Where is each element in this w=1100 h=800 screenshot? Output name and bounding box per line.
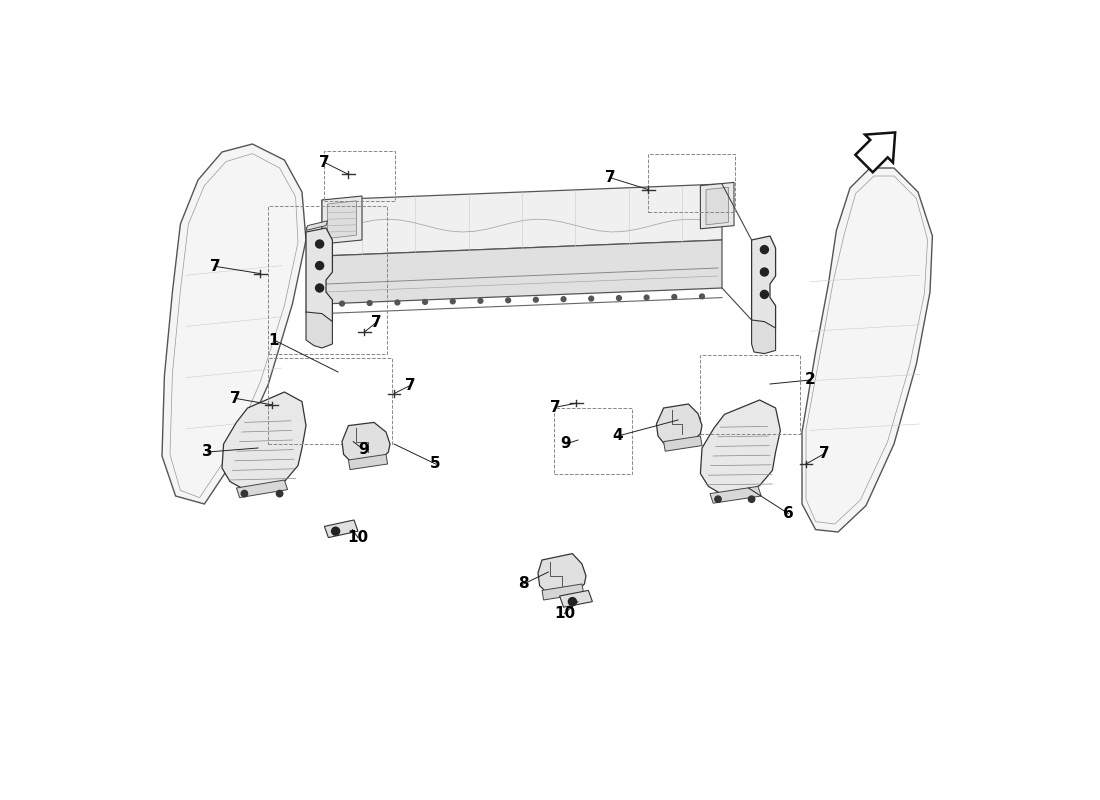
Polygon shape <box>542 584 584 600</box>
Text: 7: 7 <box>371 315 382 330</box>
Circle shape <box>316 284 323 292</box>
Polygon shape <box>342 422 390 464</box>
Bar <box>268 358 393 444</box>
Text: 7: 7 <box>230 391 241 406</box>
Circle shape <box>450 299 455 304</box>
Circle shape <box>588 296 594 301</box>
Polygon shape <box>701 182 734 229</box>
Circle shape <box>534 298 538 302</box>
Text: 7: 7 <box>405 378 416 393</box>
Polygon shape <box>162 144 306 504</box>
Text: 9: 9 <box>359 442 369 457</box>
Circle shape <box>760 246 769 254</box>
Text: 10: 10 <box>553 606 575 621</box>
Text: 7: 7 <box>820 446 829 461</box>
Polygon shape <box>222 392 306 490</box>
Circle shape <box>478 298 483 303</box>
Polygon shape <box>324 520 358 538</box>
Circle shape <box>316 240 323 248</box>
Polygon shape <box>701 400 780 494</box>
Circle shape <box>760 268 769 276</box>
Circle shape <box>422 299 428 304</box>
Circle shape <box>367 301 372 306</box>
Circle shape <box>241 490 248 497</box>
Polygon shape <box>657 404 702 446</box>
Polygon shape <box>328 201 356 238</box>
Circle shape <box>760 290 769 298</box>
Circle shape <box>569 598 576 606</box>
Polygon shape <box>856 133 895 172</box>
Text: 8: 8 <box>518 577 529 591</box>
Polygon shape <box>560 590 593 607</box>
Text: 4: 4 <box>613 429 624 443</box>
Text: 7: 7 <box>550 400 561 414</box>
Bar <box>324 151 395 201</box>
Text: 2: 2 <box>804 373 815 387</box>
Text: 1: 1 <box>268 333 279 347</box>
Polygon shape <box>322 240 722 304</box>
Polygon shape <box>306 221 328 230</box>
Circle shape <box>331 527 340 535</box>
Bar <box>268 206 387 354</box>
Circle shape <box>645 295 649 300</box>
Polygon shape <box>349 454 387 470</box>
Circle shape <box>616 296 622 301</box>
Text: 10: 10 <box>348 530 369 545</box>
Circle shape <box>748 496 755 502</box>
Text: 6: 6 <box>783 506 794 521</box>
Polygon shape <box>306 312 332 348</box>
Circle shape <box>672 294 676 299</box>
Polygon shape <box>710 486 761 503</box>
Circle shape <box>700 294 704 299</box>
Bar <box>701 355 801 434</box>
Text: 3: 3 <box>202 445 213 459</box>
Circle shape <box>276 490 283 497</box>
Polygon shape <box>751 236 776 334</box>
Polygon shape <box>538 554 586 596</box>
Polygon shape <box>706 187 728 225</box>
Polygon shape <box>236 480 287 498</box>
Circle shape <box>506 298 510 302</box>
Polygon shape <box>306 228 332 328</box>
Text: 9: 9 <box>561 437 571 451</box>
Text: 5: 5 <box>430 457 441 471</box>
Circle shape <box>395 300 399 305</box>
Polygon shape <box>322 184 722 256</box>
Text: 7: 7 <box>605 170 615 185</box>
Text: 7: 7 <box>319 155 330 170</box>
Bar <box>554 408 632 474</box>
Bar <box>648 154 735 212</box>
Text: 7: 7 <box>210 259 221 274</box>
Circle shape <box>316 262 323 270</box>
Polygon shape <box>802 168 933 532</box>
Circle shape <box>561 297 565 302</box>
Polygon shape <box>663 436 702 451</box>
Circle shape <box>715 496 722 502</box>
Circle shape <box>340 302 344 306</box>
Polygon shape <box>322 196 362 244</box>
Polygon shape <box>751 320 776 354</box>
